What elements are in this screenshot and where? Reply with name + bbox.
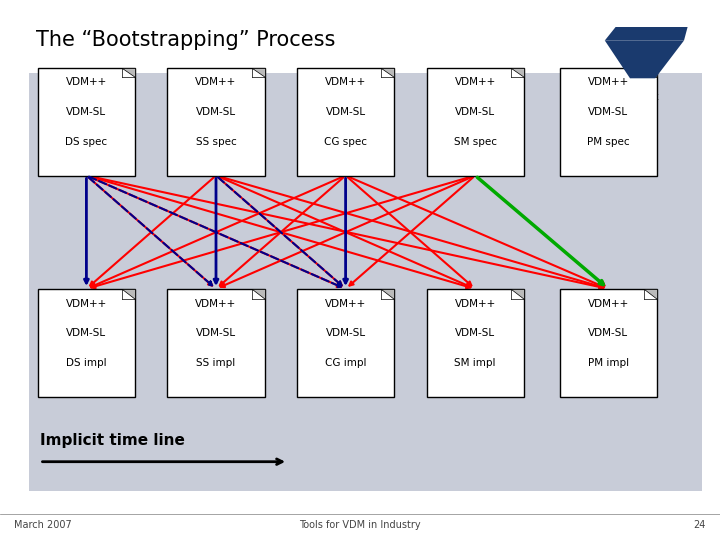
Text: DS spec: DS spec (66, 137, 107, 147)
FancyBboxPatch shape (426, 289, 524, 397)
Polygon shape (382, 289, 395, 299)
Text: PM spec: PM spec (587, 137, 630, 147)
Text: VDM++: VDM++ (454, 77, 496, 87)
Text: 24: 24 (693, 520, 706, 530)
FancyBboxPatch shape (560, 289, 657, 397)
FancyBboxPatch shape (297, 68, 395, 176)
Polygon shape (252, 68, 265, 77)
Text: VDM-SL: VDM-SL (196, 328, 236, 339)
Text: VDM++: VDM++ (588, 77, 629, 87)
Text: SM impl: SM impl (454, 358, 496, 368)
Text: VDM-SL: VDM-SL (455, 107, 495, 117)
Text: VDM++: VDM++ (66, 77, 107, 87)
Text: VDM++: VDM++ (454, 299, 496, 309)
Polygon shape (122, 68, 135, 77)
Text: The “Bootstrapping” Process: The “Bootstrapping” Process (36, 30, 336, 50)
FancyBboxPatch shape (560, 68, 657, 176)
Text: VDM++: VDM++ (325, 77, 366, 87)
Text: SS impl: SS impl (197, 358, 235, 368)
Text: VDM-SL: VDM-SL (196, 107, 236, 117)
FancyBboxPatch shape (167, 68, 265, 176)
FancyBboxPatch shape (426, 68, 524, 176)
Polygon shape (382, 68, 395, 77)
Text: PM impl: PM impl (588, 358, 629, 368)
Polygon shape (511, 289, 524, 299)
Text: CG impl: CG impl (325, 358, 366, 368)
Text: SS spec: SS spec (196, 137, 236, 147)
Text: CG spec: CG spec (324, 137, 367, 147)
Text: SM spec: SM spec (454, 137, 497, 147)
Text: VDM++: VDM++ (66, 299, 107, 309)
FancyBboxPatch shape (29, 73, 702, 491)
Polygon shape (605, 27, 688, 40)
Polygon shape (122, 289, 135, 299)
Polygon shape (252, 289, 265, 299)
Text: VDM++: VDM++ (325, 299, 366, 309)
Text: VDM-SL: VDM-SL (325, 328, 366, 339)
FancyBboxPatch shape (37, 68, 135, 176)
FancyBboxPatch shape (297, 289, 395, 397)
FancyBboxPatch shape (167, 289, 265, 397)
Text: Implicit time line: Implicit time line (40, 433, 184, 448)
Text: VDM++: VDM++ (588, 299, 629, 309)
Text: March 2007: March 2007 (14, 520, 72, 530)
Polygon shape (605, 40, 684, 78)
Text: VDM-SL: VDM-SL (588, 107, 629, 117)
Text: VDM-SL: VDM-SL (66, 328, 107, 339)
FancyBboxPatch shape (37, 289, 135, 397)
Text: VDM-SL: VDM-SL (66, 107, 107, 117)
Polygon shape (511, 68, 524, 77)
Text: DS impl: DS impl (66, 358, 107, 368)
Text: VDM++: VDM++ (195, 77, 237, 87)
Polygon shape (644, 289, 657, 299)
Text: iha.dk: iha.dk (629, 92, 660, 102)
Text: VDM-SL: VDM-SL (588, 328, 629, 339)
Text: VDM-SL: VDM-SL (325, 107, 366, 117)
Polygon shape (644, 68, 657, 77)
Text: VDM-SL: VDM-SL (455, 328, 495, 339)
Text: Tools for VDM in Industry: Tools for VDM in Industry (300, 520, 420, 530)
Text: VDM++: VDM++ (195, 299, 237, 309)
